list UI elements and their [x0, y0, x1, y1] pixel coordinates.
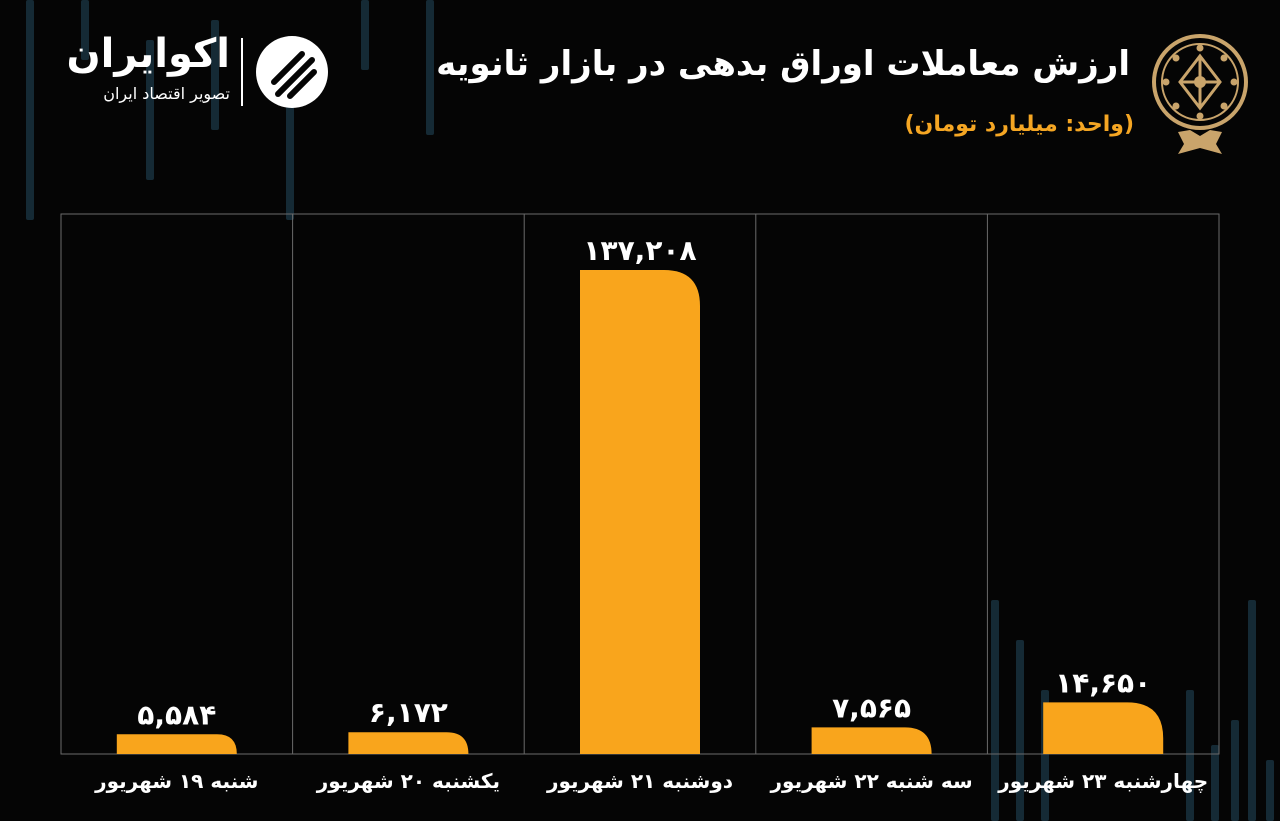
- brand-divider: [241, 38, 243, 106]
- bar: [348, 732, 469, 754]
- background-candle: [1186, 690, 1194, 821]
- bar: [116, 734, 237, 754]
- background-candle: [1016, 640, 1024, 821]
- background-candle: [1211, 745, 1219, 821]
- chart-title: ارزش معاملات اوراق بدهی در بازار ثانویه: [436, 44, 1130, 84]
- background-candle: [286, 90, 294, 220]
- background-candle: [1248, 600, 1256, 821]
- unit-label: (واحد: میلیارد تومان): [904, 112, 1135, 137]
- background-candle: [211, 20, 219, 130]
- bar: [580, 270, 700, 754]
- background-candle: [26, 0, 34, 220]
- category-label: چهارشنبه ۲۳ شهریور: [997, 769, 1208, 794]
- ecoiran-logo-icon: [256, 36, 328, 108]
- data-label: ۱۴,۶۵۰: [1055, 666, 1151, 699]
- data-label: ۱۳۷,۲۰۸: [583, 234, 696, 267]
- stock-exchange-emblem-icon: [1152, 34, 1248, 154]
- category-label: سه شنبه ۲۲ شهریور: [770, 769, 973, 793]
- background-candle: [426, 0, 434, 135]
- background-candle: [361, 0, 369, 70]
- background-candle: [81, 0, 89, 60]
- category-label: شنبه ۱۹ شهریور: [94, 769, 258, 793]
- bar: [811, 727, 932, 754]
- category-label: دوشنبه ۲۱ شهریور: [546, 769, 733, 793]
- brand-name: اکوایران: [66, 31, 230, 77]
- category-label: یکشنبه ۲۰ شهریور: [316, 769, 500, 793]
- bar: [1043, 702, 1164, 754]
- background-candle: [1231, 720, 1239, 821]
- data-label: ۷,۵۶۵: [832, 691, 911, 724]
- data-label: ۶,۱۷۲: [369, 696, 448, 729]
- background-candle: [1266, 760, 1274, 821]
- background-candle: [991, 600, 999, 821]
- background-candle: [146, 40, 154, 180]
- data-label: ۵,۵۸۴: [137, 698, 216, 731]
- brand-tagline: تصویر اقتصاد ایران: [103, 84, 230, 103]
